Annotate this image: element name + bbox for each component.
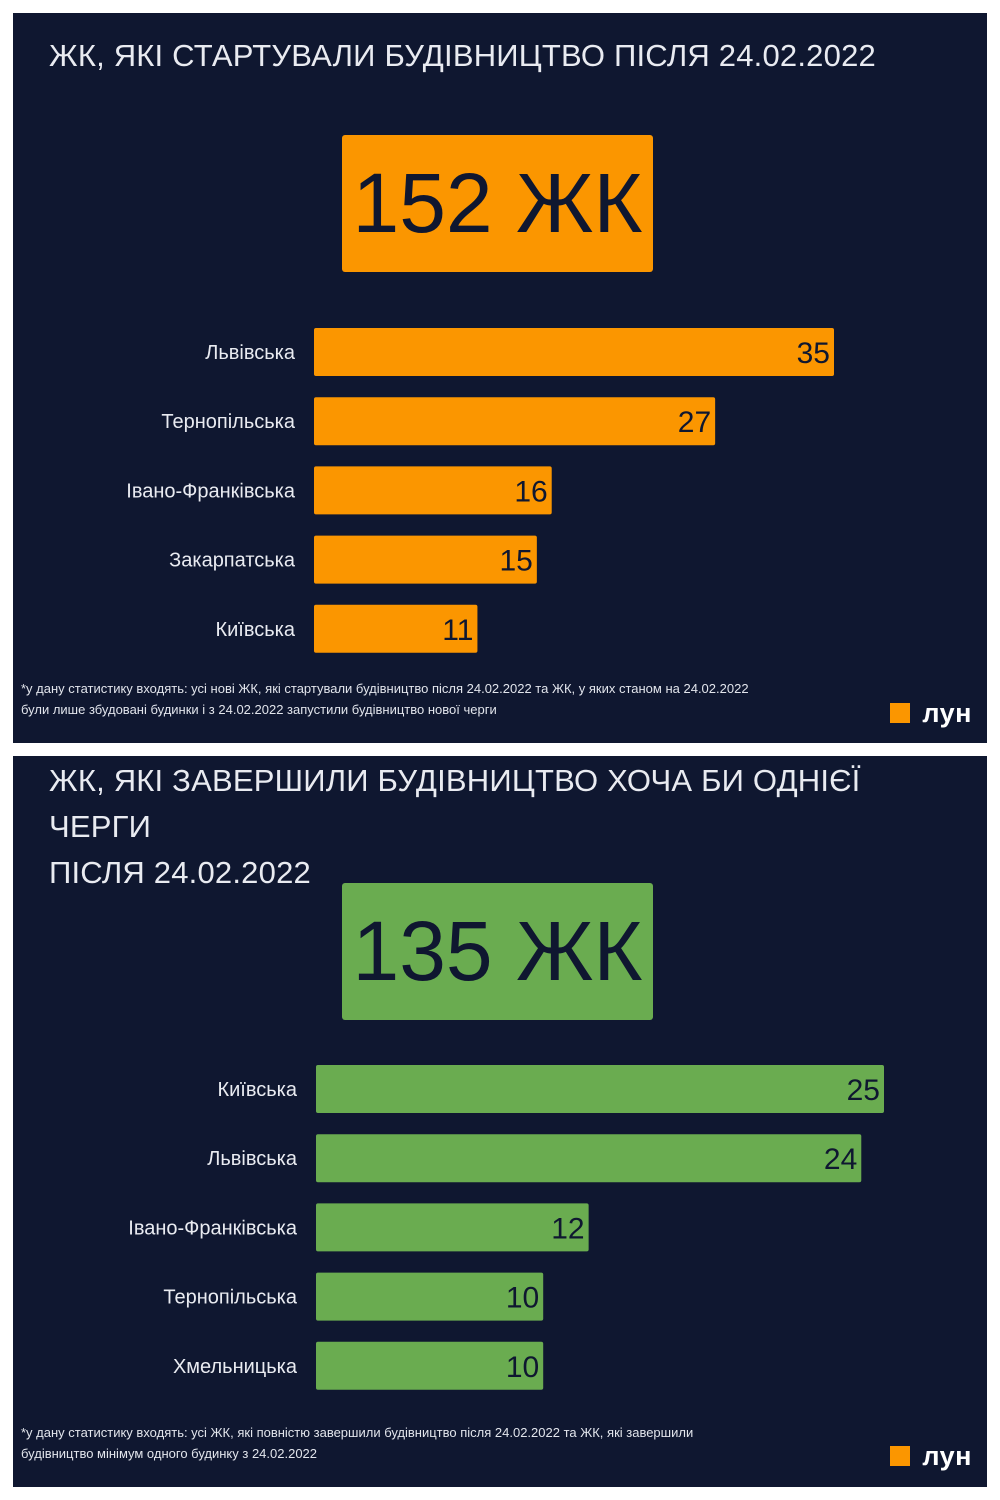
bar [316,1341,544,1390]
category-label: Тернопільська [163,1287,297,1309]
bar-value-label: 10 [506,1351,539,1384]
bar-chart: Київська 25 Львівська 24 Івано-Франківська 12… [128,1065,884,1390]
panel-title: ЖК, ЯКІ ЗАВЕРШИЛИ БУДІВНИЦТВО ХОЧА БИ ОД… [49,758,967,896]
total-badge: 152 ЖК [342,135,653,272]
bar-value-label: 16 [514,475,547,508]
bar [316,1272,544,1321]
bar [316,1203,589,1252]
bar-chart: Львівська 35 Тернопільська 27 Івано-Франківс… [126,328,834,653]
category-label: Закарпатська [169,550,296,572]
footnote: *у дану статистику входять: усі нові ЖК,… [21,678,881,720]
panel-title-line: ПІСЛЯ 24.02.2022 [49,855,311,890]
completed-construction-panel: ЖК, ЯКІ ЗАВЕРШИЛИ БУДІВНИЦТВО ХОЧА БИ ОД… [13,756,987,1487]
footnote-line: були лише збудовані будинки і з 24.02.20… [21,702,497,717]
logo-square-icon [890,703,911,723]
category-label: Тернопільська [161,411,295,433]
category-label: Івано-Франківська [126,480,296,502]
panel-title-line: ЖК, ЯКІ ЗАВЕРШИЛИ БУДІВНИЦТВО ХОЧА БИ ОД… [49,763,861,844]
category-label: Київська [217,1079,297,1101]
bar-value-label: 15 [499,545,532,578]
bar [314,604,478,653]
logo-text: лун [922,1441,972,1471]
footnote-line: *у дану статистику входять: усі нові ЖК,… [21,681,749,696]
brand-logo: лун [890,698,972,728]
category-label: Хмельницька [173,1356,298,1378]
footnote-line: будівництво мінімум одного будинку з 24.… [21,1446,318,1461]
bar [314,466,552,515]
bar [314,535,537,584]
category-label: Івано-Франківська [128,1217,298,1239]
footnote: *у дану статистику входять: усі ЖК, які … [21,1422,881,1464]
brand-logo: лун [890,1441,972,1471]
bar-value-label: 12 [551,1212,584,1245]
panel-title: ЖК, ЯКІ СТАРТУВАЛИ БУДІВНИЦТВО ПІСЛЯ 24.… [49,38,876,73]
total-value: 152 ЖК [352,156,643,250]
bar [316,1065,884,1113]
bar-value-label: 11 [442,614,473,647]
category-label: Львівська [205,342,296,364]
bar-value-label: 27 [678,406,711,439]
total-value: 135 ЖК [352,904,643,998]
bar [316,1134,862,1183]
category-label: Львівська [207,1148,298,1170]
footnote-line: *у дану статистику входять: усі ЖК, які … [21,1425,694,1440]
category-label: Київська [215,619,295,641]
started-construction-panel: ЖК, ЯКІ СТАРТУВАЛИ БУДІВНИЦТВО ПІСЛЯ 24.… [13,13,987,743]
logo-square-icon [890,1446,911,1466]
bar [314,328,834,376]
bar-value-label: 35 [797,337,830,370]
bar-value-label: 24 [824,1143,857,1176]
bar-value-label: 25 [847,1074,880,1107]
bar-value-label: 10 [506,1282,539,1315]
total-badge: 135 ЖК [342,883,653,1020]
logo-text: лун [922,698,972,728]
bar [314,397,716,446]
